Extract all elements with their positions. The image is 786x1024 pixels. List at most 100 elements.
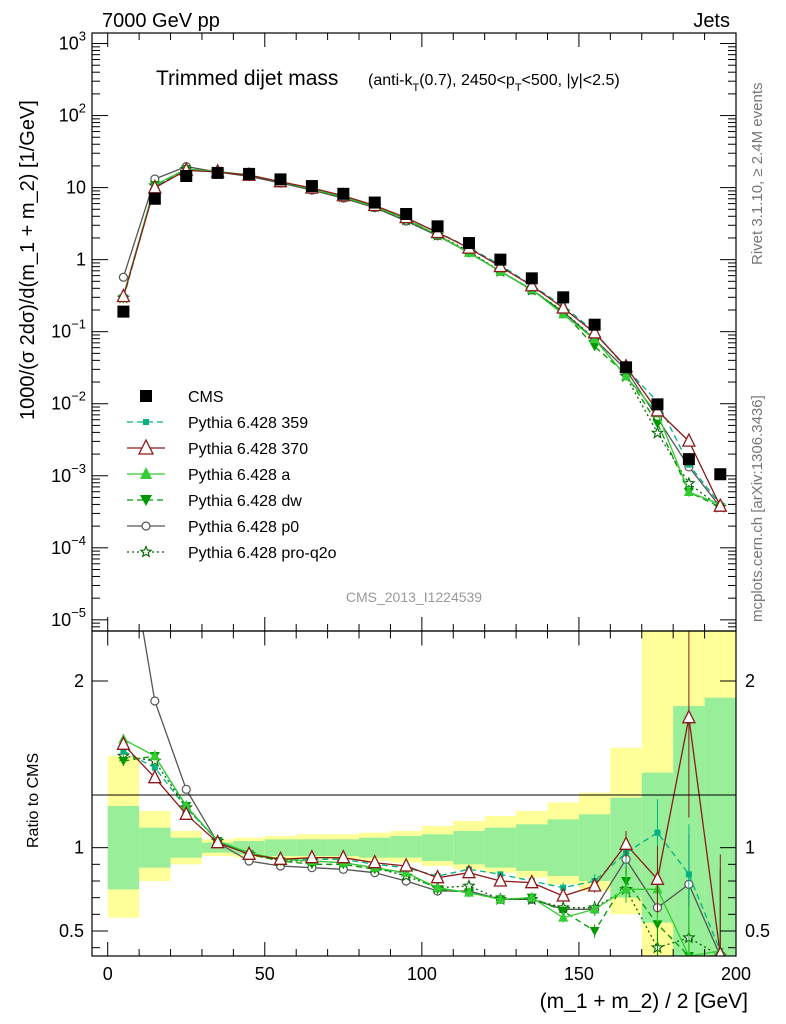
ratio-tick-label-left: 0.5 <box>59 921 84 941</box>
marker-triangle_down <box>589 927 600 936</box>
band-inner-bin <box>516 824 548 871</box>
ratio-bands <box>107 631 736 956</box>
legend-label-cms: CMS <box>188 389 224 406</box>
marker-triangle <box>463 886 474 897</box>
marker-cms <box>180 169 193 182</box>
marker-circle_open <box>119 510 127 518</box>
marker-circle_open <box>181 784 191 794</box>
marker-cms <box>588 318 601 331</box>
band-inner-bin <box>327 839 360 856</box>
marker-square <box>151 764 158 771</box>
band-inner-bin <box>359 837 391 858</box>
marker-triangle <box>621 883 632 894</box>
y-tick-label: 102 <box>59 101 86 126</box>
axes: 0 50 100 150 20010−510−410−310−210−111010210… <box>51 29 770 984</box>
marker-triangle_open <box>430 869 445 884</box>
marker-triangle_open <box>210 834 225 849</box>
marker-triangle <box>401 866 412 877</box>
band-inner-bin <box>139 827 171 868</box>
marker-cms <box>494 253 507 266</box>
marker-cms <box>431 220 444 233</box>
marker-triangle_open <box>681 432 696 447</box>
x-tick-label: 50 <box>255 964 275 984</box>
marker-triangle <box>149 750 160 760</box>
marker-square <box>654 829 661 836</box>
marker-triangle_open <box>179 805 194 820</box>
marker-triangle_down <box>652 419 663 429</box>
header-left: 7000 GeV pp <box>102 10 220 32</box>
marker-triangle_open <box>556 299 571 314</box>
marker-triangle_open <box>273 850 288 865</box>
marker-triangle <box>526 891 537 902</box>
marker-triangle_open <box>137 438 155 455</box>
marker-triangle <box>140 467 152 479</box>
marker-triangle_open <box>713 497 728 512</box>
marker-triangle <box>558 911 569 922</box>
marker-triangle_open <box>461 864 477 879</box>
marker-triangle <box>685 950 692 956</box>
marker-cms <box>525 272 538 285</box>
marker-triangle_open <box>399 857 414 872</box>
marker-cms <box>368 196 381 209</box>
ratio-line-pa <box>123 738 721 956</box>
header-right: Jets <box>693 10 730 32</box>
marker-triangle_open <box>336 849 351 864</box>
marker-cms <box>651 398 664 411</box>
marker-circle_open <box>150 696 160 706</box>
y-tick-label: 10−3 <box>51 461 86 486</box>
marker-triangle <box>181 800 192 810</box>
marker-square <box>685 871 692 878</box>
x-tick-label: 200 <box>721 964 751 984</box>
marker-triangle_open <box>618 835 634 850</box>
marker-triangle <box>621 370 632 381</box>
band-inner-bin <box>390 836 422 858</box>
y-axis-label: 1000/(σ 2dσ)/d(m_1 + m_2) [1/GeV] <box>17 100 39 420</box>
marker-cms <box>714 468 727 481</box>
ratio-y-axis-label: Ratio to CMS <box>25 753 42 848</box>
band-inner-bin <box>170 837 202 858</box>
plot-title: Trimmed dijet mass <box>156 67 338 90</box>
x-tick-label: 0 <box>103 964 113 984</box>
legend-label-pdw: Pythia 6.428 dw <box>188 493 302 510</box>
watermark: CMS_2013_I1224539 <box>346 589 482 605</box>
marker-triangle_open <box>493 872 508 887</box>
marker-triangle_open <box>116 735 131 750</box>
marker-triangle_open <box>524 277 539 292</box>
band-inner-bin <box>421 834 454 861</box>
marker-triangle_open <box>587 324 602 339</box>
ratio-tick-label-right: 0.5 <box>745 921 770 941</box>
marker-triangle_down <box>652 920 663 930</box>
main-curves <box>116 161 728 513</box>
marker-triangle_open <box>367 854 382 869</box>
y-tick-label: 10−5 <box>51 605 86 630</box>
marker-cms <box>148 192 161 205</box>
marker-triangle <box>589 903 600 914</box>
marker-cms <box>243 167 256 180</box>
x-tick-label: 100 <box>407 964 437 984</box>
y-tick-label: 10−2 <box>51 389 86 414</box>
marker-triangle <box>432 881 443 892</box>
ratio-tick-label-left: 2 <box>74 671 84 691</box>
marker-cms <box>462 237 475 250</box>
marker-triangle_open <box>242 845 257 860</box>
marker-cms <box>305 180 318 193</box>
marker-triangle <box>683 486 694 497</box>
marker-cms <box>400 208 413 221</box>
x-tick-label: 150 <box>564 964 594 984</box>
ratio-curves <box>116 510 727 956</box>
mcplots-label: mcplots.cern.ch [arXiv:1306.3436] <box>749 395 766 622</box>
marker-circle_open <box>141 521 151 531</box>
marker-triangle_open <box>650 870 665 885</box>
ratio-frame <box>91 630 737 957</box>
marker-circle_open <box>118 272 129 282</box>
x-axis-label: (m_1 + m_2) / 2 [GeV] <box>540 990 748 1013</box>
marker-triangle_open <box>715 945 726 956</box>
ratio-tick-label-right: 2 <box>745 671 755 691</box>
legend-label-p359: Pythia 6.428 359 <box>188 415 308 432</box>
band-inner-bin <box>107 806 140 890</box>
legend: CMS Pythia 6.428 359 Pythia 6.428 370 Pythi… <box>127 389 337 562</box>
marker-triangle_open <box>304 849 319 864</box>
y-tick-label: 103 <box>59 29 86 54</box>
band-inner-bin <box>547 819 579 876</box>
